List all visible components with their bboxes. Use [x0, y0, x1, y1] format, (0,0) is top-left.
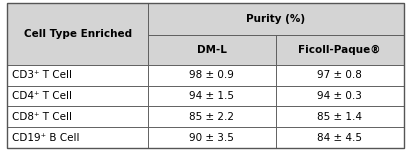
Text: 94 ± 0.3: 94 ± 0.3	[317, 91, 362, 101]
Text: CD8⁺ T Cell: CD8⁺ T Cell	[12, 112, 72, 122]
Bar	[148, 35, 276, 65]
Text: Cell Type Enriched: Cell Type Enriched	[24, 29, 132, 39]
Text: CD19⁺ B Cell: CD19⁺ B Cell	[12, 133, 80, 143]
Bar	[7, 85, 148, 106]
Text: 84 ± 4.5: 84 ± 4.5	[317, 133, 362, 143]
Text: 85 ± 1.4: 85 ± 1.4	[317, 112, 362, 122]
Bar	[276, 127, 404, 148]
Text: 94 ± 1.5: 94 ± 1.5	[189, 91, 234, 101]
Bar	[7, 3, 148, 65]
Bar	[148, 106, 276, 127]
Text: 97 ± 0.8: 97 ± 0.8	[317, 70, 362, 80]
Text: CD3⁺ T Cell: CD3⁺ T Cell	[12, 70, 72, 80]
Bar	[276, 106, 404, 127]
Bar	[7, 127, 148, 148]
Bar	[276, 35, 404, 65]
Text: 85 ± 2.2: 85 ± 2.2	[189, 112, 234, 122]
Text: Ficoll-Paque®: Ficoll-Paque®	[298, 45, 381, 55]
Bar	[148, 65, 276, 85]
Bar	[148, 3, 404, 35]
Bar	[148, 85, 276, 106]
Text: DM-L: DM-L	[197, 45, 227, 55]
Text: CD4⁺ T Cell: CD4⁺ T Cell	[12, 91, 72, 101]
Bar	[148, 127, 276, 148]
Bar	[7, 106, 148, 127]
Bar	[7, 65, 148, 85]
Text: Purity (%): Purity (%)	[246, 14, 305, 24]
Text: 90 ± 3.5: 90 ± 3.5	[189, 133, 234, 143]
Bar	[276, 85, 404, 106]
Bar	[276, 65, 404, 85]
Text: 98 ± 0.9: 98 ± 0.9	[189, 70, 234, 80]
